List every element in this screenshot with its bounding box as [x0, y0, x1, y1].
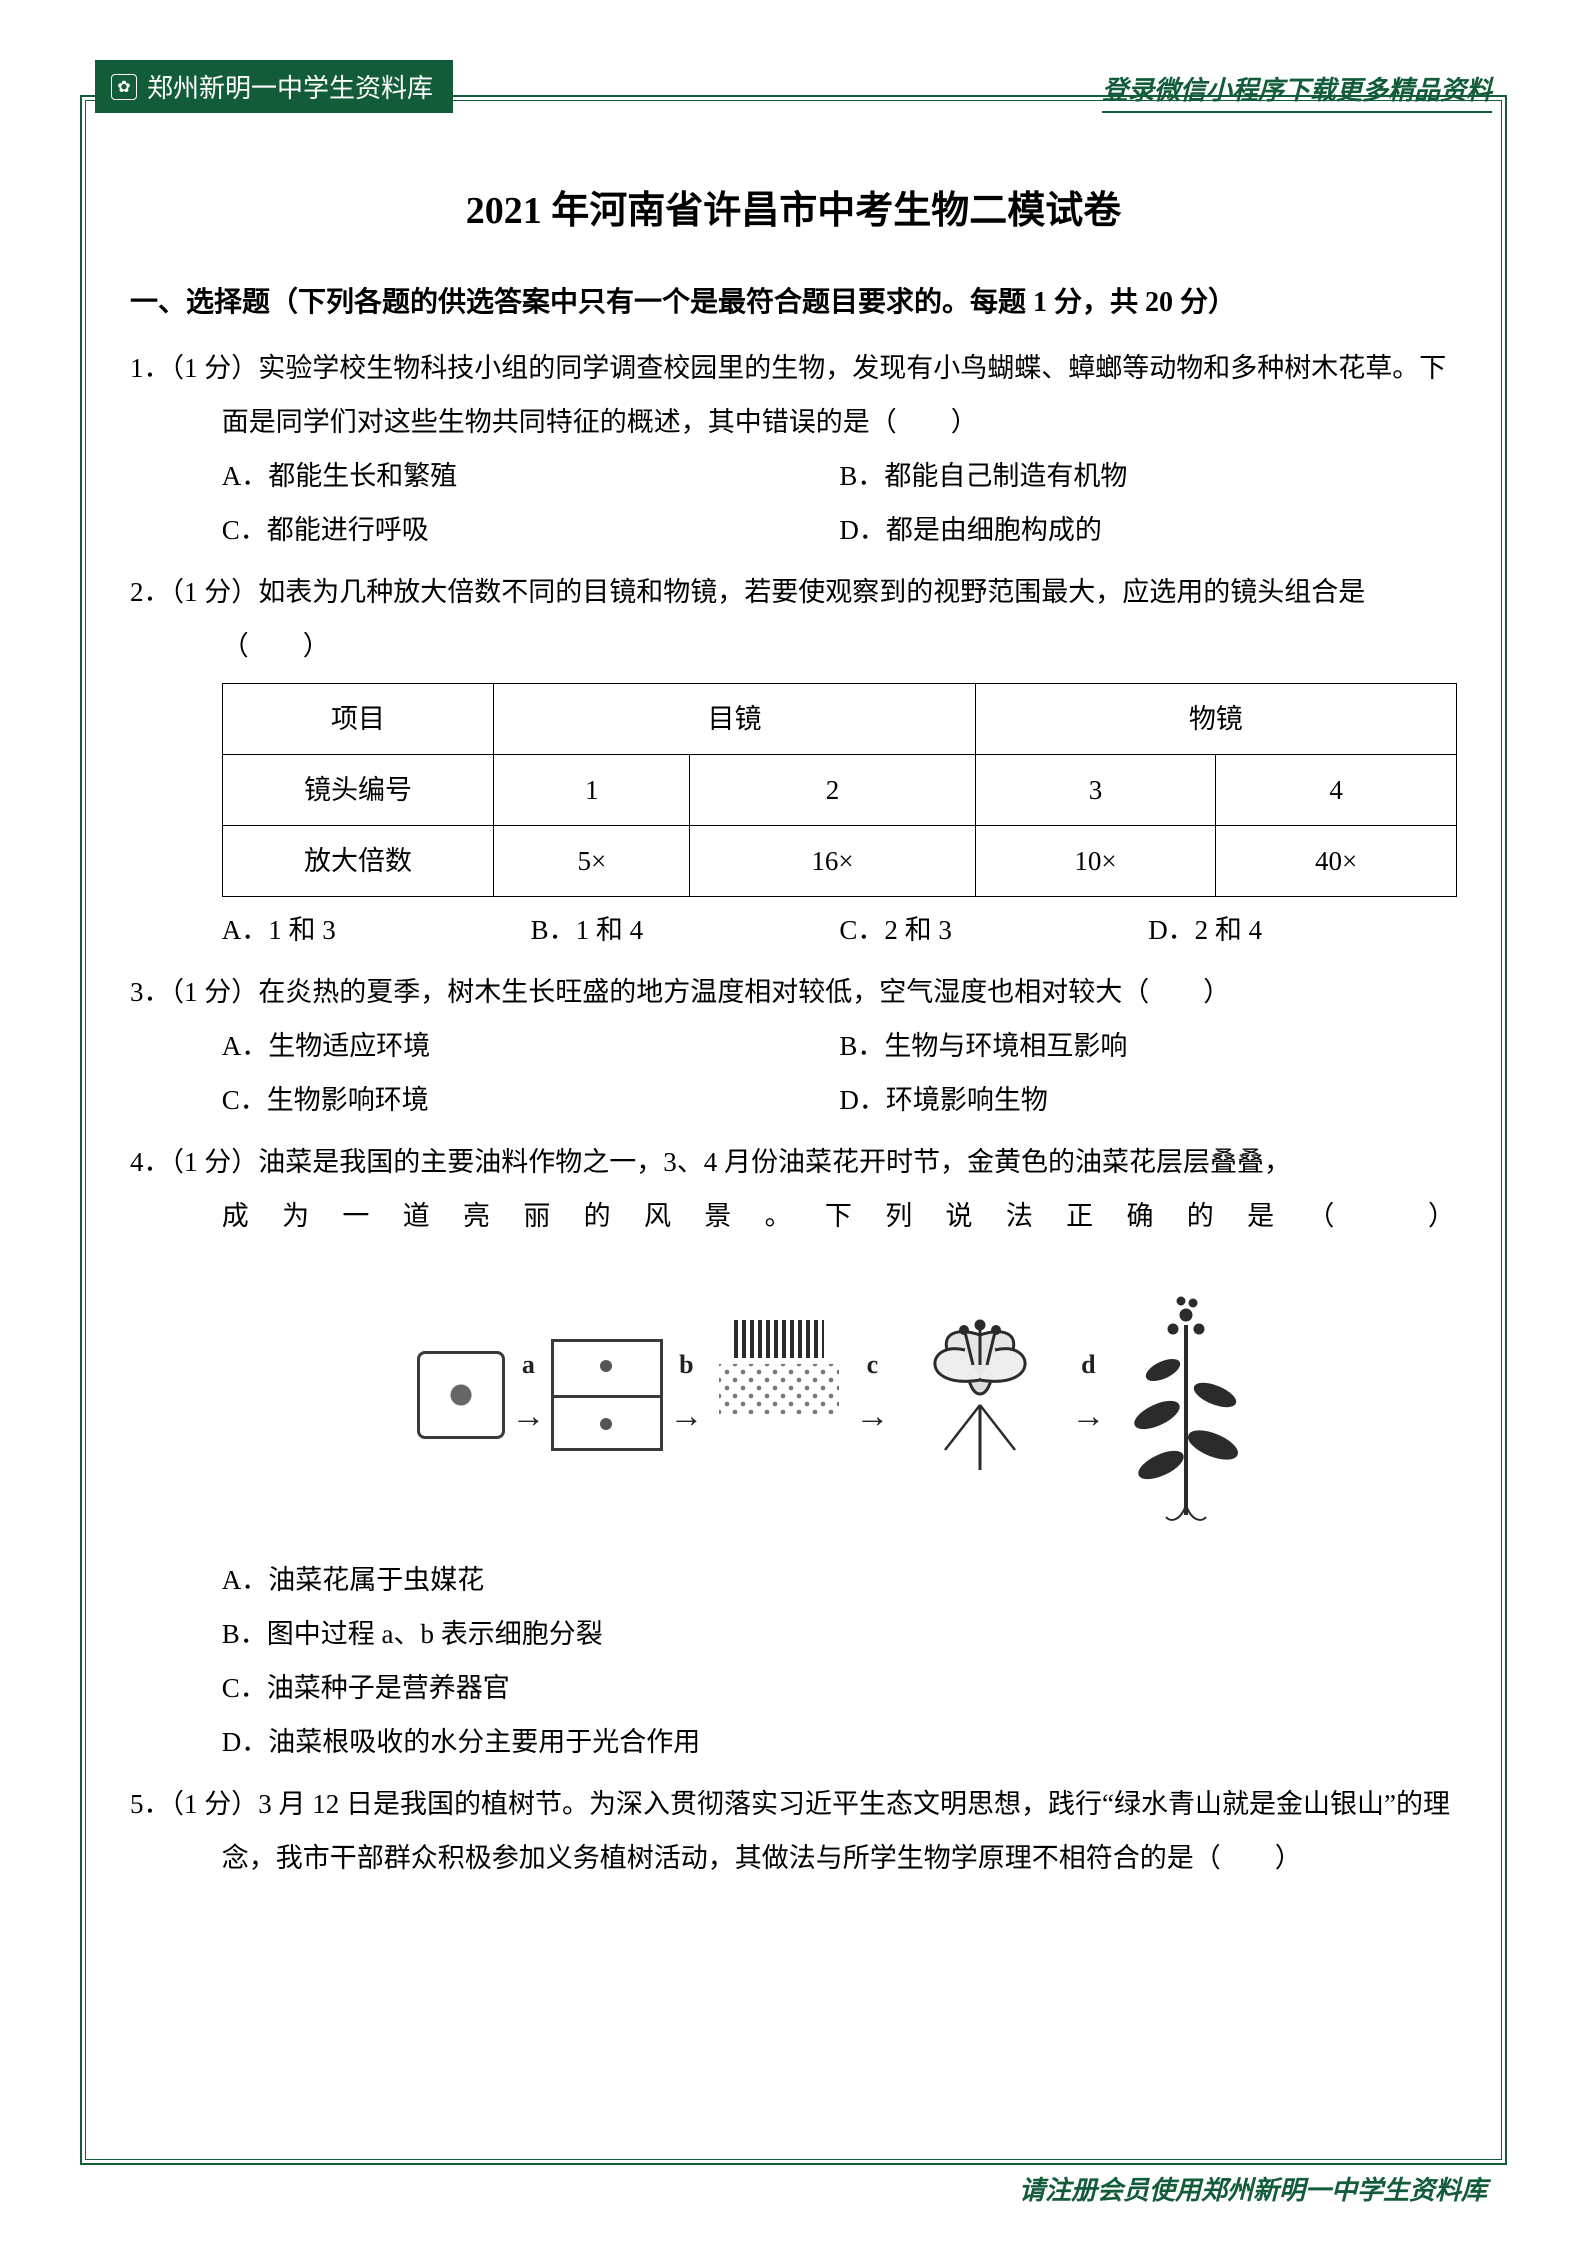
q4-opt-a: A．油菜花属于虫媒花: [222, 1553, 1457, 1607]
q4-stem-2: 成为一道亮丽的风景。下列说法正确的是（ ）: [130, 1189, 1457, 1243]
q1-stem: 1．（1 分）实验学校生物科技小组的同学调查校园里的生物，发现有小鸟蝴蝶、蟑螂等…: [130, 341, 1457, 449]
flower-icon: [895, 1310, 1065, 1480]
exam-title: 2021 年河南省许昌市中考生物二模试卷: [130, 173, 1457, 249]
q4-stem-1: 4．（1 分）油菜是我国的主要油料作物之一，3、4 月份油菜花开时节，金黄色的油…: [130, 1135, 1457, 1189]
q3-stem: 3．（1 分）在炎热的夏季，树木生长旺盛的地方温度相对较低，空气湿度也相对较大（…: [130, 965, 1457, 1019]
q3-opt-a: A．生物适应环境: [222, 1019, 840, 1073]
q2-c: 16×: [690, 826, 975, 897]
q1-opt-d: D．都是由细胞构成的: [839, 503, 1457, 557]
brand-logo-icon: ✿: [111, 74, 137, 100]
q4-opt-b: B．图中过程 a、b 表示细胞分裂: [222, 1607, 1457, 1661]
q3-opt-c: C．生物影响环境: [222, 1073, 840, 1127]
q2-opt-b: B．1 和 4: [531, 903, 840, 957]
q1-opt-c: C．都能进行呼吸: [222, 503, 840, 557]
q4-opt-c: C．油菜种子是营养器官: [222, 1661, 1457, 1715]
q2-c: 5×: [494, 826, 690, 897]
tissue-icon: [709, 1320, 849, 1470]
cell-icon: [417, 1351, 505, 1439]
q4-opt-d: D．油菜根吸收的水分主要用于光合作用: [222, 1715, 1457, 1769]
question-1: 1．（1 分）实验学校生物科技小组的同学调查校园里的生物，发现有小鸟蝴蝶、蟑螂等…: [130, 341, 1457, 557]
table-row: 放大倍数 5× 16× 10× 40×: [222, 826, 1456, 897]
q2-opt-c: C．2 和 3: [839, 903, 1148, 957]
q1-opt-b: B．都能自己制造有机物: [839, 449, 1457, 503]
q2-c: 1: [494, 755, 690, 826]
q2-th-2: 物镜: [975, 684, 1456, 755]
q2-c: 3: [975, 755, 1216, 826]
arrow-b-icon: b→: [669, 1339, 703, 1451]
q2-c: 10×: [975, 826, 1216, 897]
arrow-a-icon: a→: [511, 1339, 545, 1451]
exam-page: ✿ 郑州新明一中学生资料库 登录微信小程序下载更多精品资料 2021 年河南省许…: [0, 0, 1587, 2245]
exam-content: 2021 年河南省许昌市中考生物二模试卷 一、选择题（下列各题的供选答案中只有一…: [80, 123, 1507, 1915]
brand-badge: ✿ 郑州新明一中学生资料库: [95, 60, 453, 113]
brand-tagline: 登录微信小程序下载更多精品资料: [1102, 70, 1492, 113]
q3-opt-d: D．环境影响生物: [839, 1073, 1457, 1127]
question-5: 5．（1 分）3 月 12 日是我国的植树节。为深入贯彻落实习近平生态文明思想，…: [130, 1777, 1457, 1885]
question-3: 3．（1 分）在炎热的夏季，树木生长旺盛的地方温度相对较低，空气湿度也相对较大（…: [130, 965, 1457, 1127]
q3-opt-b: B．生物与环境相互影响: [839, 1019, 1457, 1073]
q5-stem: 5．（1 分）3 月 12 日是我国的植树节。为深入贯彻落实习近平生态文明思想，…: [130, 1777, 1457, 1885]
q2-c: 4: [1216, 755, 1457, 826]
page-footer: 请注册会员使用郑州新明一中学生资料库: [1019, 2170, 1487, 2207]
section-1-heading: 一、选择题（下列各题的供选答案中只有一个是最符合题目要求的。每题 1 分，共 2…: [130, 275, 1457, 331]
table-row: 项目 目镜 物镜: [222, 684, 1456, 755]
question-4: 4．（1 分）油菜是我国的主要油料作物之一，3、4 月份油菜花开时节，金黄色的油…: [130, 1135, 1457, 1769]
q1-opt-a: A．都能生长和繁殖: [222, 449, 840, 503]
plant-icon: [1111, 1265, 1261, 1525]
q2-c: 镜头编号: [222, 755, 494, 826]
question-2: 2．（1 分）如表为几种放大倍数不同的目镜和物镜，若要使观察到的视野范围最大，应…: [130, 565, 1457, 957]
q2-th-0: 项目: [222, 684, 494, 755]
q2-opt-a: A．1 和 3: [222, 903, 531, 957]
arrow-c-icon: c→: [855, 1339, 889, 1451]
q2-th-1: 目镜: [494, 684, 975, 755]
q2-c: 40×: [1216, 826, 1457, 897]
q2-table: 项目 目镜 物镜 镜头编号 1 2 3 4 放大倍数 5× 16×: [222, 683, 1457, 897]
table-row: 镜头编号 1 2 3 4: [222, 755, 1456, 826]
q2-opt-d: D．2 和 4: [1148, 903, 1457, 957]
q2-c: 放大倍数: [222, 826, 494, 897]
two-cells-icon: [551, 1339, 663, 1451]
brand-badge-text: 郑州新明一中学生资料库: [147, 68, 433, 105]
arrow-d-icon: d→: [1071, 1339, 1105, 1451]
q2-c: 2: [690, 755, 975, 826]
page-header: ✿ 郑州新明一中学生资料库 登录微信小程序下载更多精品资料: [80, 60, 1507, 123]
q2-stem: 2．（1 分）如表为几种放大倍数不同的目镜和物镜，若要使观察到的视野范围最大，应…: [130, 565, 1457, 673]
q4-diagram: a→ b→ c→: [130, 1265, 1457, 1525]
